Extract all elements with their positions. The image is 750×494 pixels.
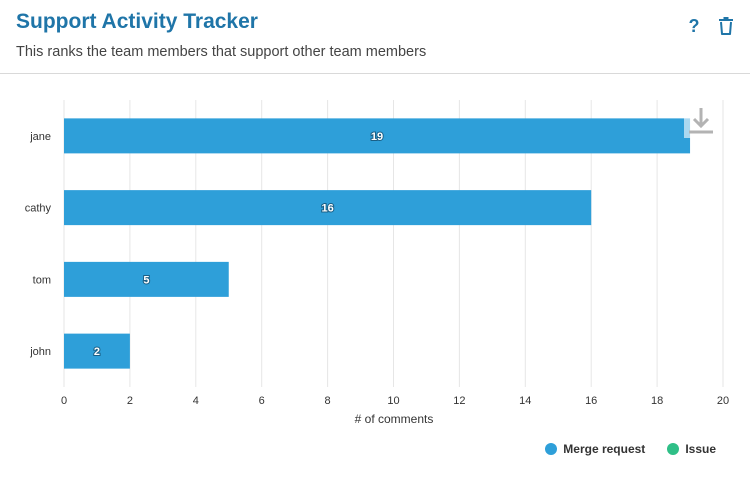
chart-legend: Merge request Issue [545,442,716,456]
download-button[interactable] [684,104,718,138]
data-label-tom: 5 [143,274,149,286]
legend-dot-merge-request [545,443,558,455]
delete-button[interactable] [715,14,737,38]
bars [64,118,691,369]
bar-john[interactable] [64,333,130,369]
data-label-jane: 19 [371,131,383,143]
trash-icon [719,17,733,35]
x-tick-label: 6 [259,395,265,407]
category-label-cathy: cathy [25,203,52,215]
data-label-cathy: 16 [321,203,333,215]
legend-item-issue[interactable]: Issue [667,442,716,456]
x-axis-label: # of comments [355,412,434,426]
page-title: Support Activity Tracker [16,10,258,33]
download-icon [689,108,713,134]
category-label-john: john [29,346,51,358]
x-tick-label: 8 [325,395,331,407]
bar-cathy[interactable] [64,190,592,226]
x-tick-label: 20 [717,395,729,407]
x-tick-label: 14 [519,395,531,407]
x-tick-label: 2 [127,395,133,407]
data-labels: 19 16 5 2 [93,130,384,359]
category-labels: jane cathy tom john [25,131,52,358]
category-label-tom: tom [33,274,51,286]
page-subtitle: This ranks the team members that support… [16,44,427,60]
data-label-john: 2 [94,346,100,358]
x-tick-label: 12 [453,395,465,407]
x-tick-labels: 0 2 4 6 8 10 12 14 16 18 20 [61,395,729,407]
x-tick-label: 10 [387,395,399,407]
bar-tom[interactable] [64,261,229,297]
category-label-jane: jane [29,131,51,143]
legend-dot-issue [667,443,680,455]
legend-item-merge-request[interactable]: Merge request [545,442,645,456]
help-button[interactable]: ? [683,14,705,38]
x-tick-label: 18 [651,395,663,407]
legend-label-issue: Issue [685,442,716,456]
bar-jane[interactable] [64,118,691,154]
x-tick-label: 16 [585,395,597,407]
header-divider [0,73,750,74]
legend-label-merge-request: Merge request [563,442,646,456]
question-mark-icon: ? [688,15,700,36]
x-tick-label: 4 [193,395,199,407]
x-tick-label: 0 [61,395,67,407]
